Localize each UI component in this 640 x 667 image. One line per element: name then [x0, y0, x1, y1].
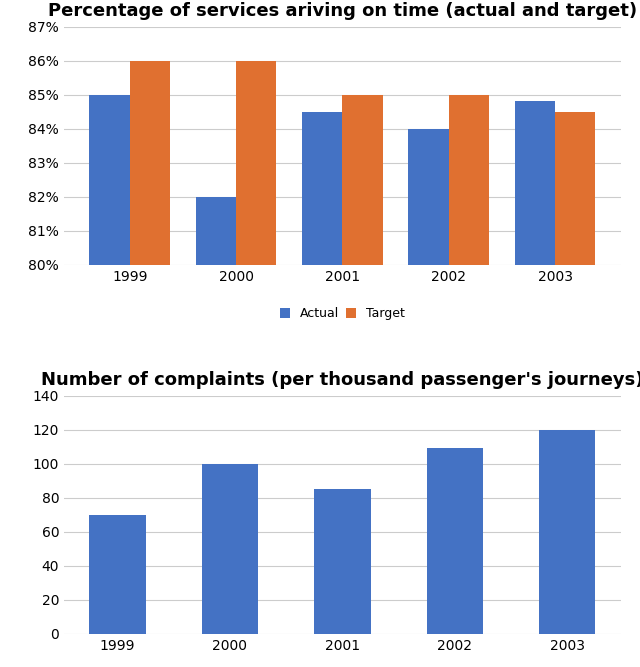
Bar	[449, 95, 489, 667]
Bar	[202, 464, 258, 634]
Bar	[130, 61, 170, 667]
Bar	[408, 129, 449, 667]
Bar	[236, 61, 276, 667]
Title: Percentage of services ariving on time (actual and target): Percentage of services ariving on time (…	[48, 1, 637, 19]
Bar	[342, 95, 383, 667]
Bar	[90, 515, 145, 634]
Bar	[314, 489, 371, 634]
Bar	[90, 95, 130, 667]
Bar	[540, 430, 595, 634]
Legend: Actual, Target: Actual, Target	[275, 302, 410, 325]
Bar	[196, 197, 236, 667]
Bar	[302, 111, 342, 667]
Bar	[515, 101, 555, 667]
Bar	[427, 448, 483, 634]
Title: Number of complaints (per thousand passenger's journeys): Number of complaints (per thousand passe…	[41, 370, 640, 388]
Bar	[555, 111, 595, 667]
